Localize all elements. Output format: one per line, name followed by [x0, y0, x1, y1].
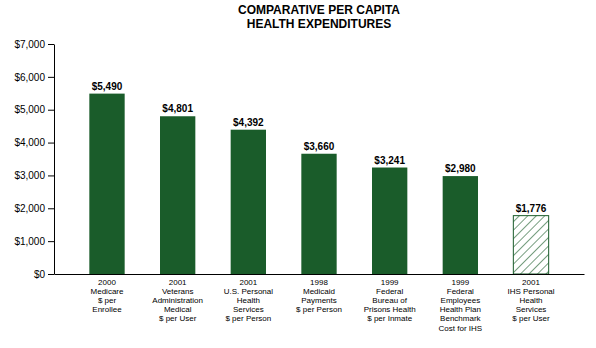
x-tick-label: 2000Medicare$ perEnrollee — [91, 278, 124, 315]
x-axis: 2000Medicare$ perEnrollee2001VeteransAdm… — [55, 274, 585, 333]
x-tick-label-line: Medicare — [91, 287, 124, 296]
x-tick-label-line: Medical — [164, 305, 192, 314]
bar — [231, 130, 266, 274]
y-tick: $3,000 — [14, 170, 54, 181]
bar — [443, 176, 478, 274]
x-tick-label-line: Cost for IHS — [439, 324, 483, 333]
x-tick: 2001VeteransAdministrationMedical$ per U… — [152, 274, 203, 323]
y-tick-mark — [48, 110, 54, 111]
y-tick: $7,000 — [14, 39, 54, 50]
x-tick-label-line: IHS Personal — [507, 287, 554, 296]
title: COMPARATIVE PER CAPITAHEALTH EXPENDITURE… — [238, 3, 400, 31]
y-tick-mark — [48, 143, 54, 144]
x-tick-label-line: 2001 — [169, 278, 187, 287]
y-tick-label: $6,000 — [14, 72, 45, 83]
x-tick: 2001U.S. PersonalHealthServices$ per Per… — [224, 274, 274, 323]
x-tick-label-line: Payments — [301, 296, 337, 305]
x-tick-label-line: Benchmark — [440, 314, 481, 323]
bar — [89, 94, 124, 274]
x-tick-label-line: 1999 — [381, 278, 399, 287]
y-tick: $1,000 — [14, 236, 54, 247]
y-tick-mark — [48, 241, 54, 242]
y-tick-label: $3,000 — [14, 170, 45, 181]
y-tick-label: $2,000 — [14, 203, 45, 214]
x-tick-label-line: Veterans — [162, 287, 194, 296]
y-tick-label: $4,000 — [14, 137, 45, 148]
x-tick-label: 2001VeteransAdministrationMedical$ per U… — [152, 278, 203, 324]
data-label: $5,490 — [92, 81, 123, 92]
data-label: $4,392 — [233, 117, 264, 128]
y-tick: $6,000 — [14, 72, 54, 83]
x-tick-label-line: Administration — [152, 296, 203, 305]
chart: $0 $1,000 $2,000 $3,000 $4,000 $5,000 $6,000 $7… — [0, 0, 596, 348]
x-tick-label-line: Enrollee — [92, 305, 122, 314]
x-tick: 1999FederalBureau ofPrisons Health$ per … — [364, 274, 416, 323]
x-tick-label-line: U.S. Personal — [224, 287, 274, 296]
x-tick-label-line: Health Plan — [440, 305, 481, 314]
y-tick-mark — [48, 208, 54, 209]
y-tick-label: $1,000 — [14, 236, 45, 247]
data-label: $4,801 — [162, 103, 193, 114]
x-axis-line — [55, 274, 585, 275]
bar — [372, 168, 407, 274]
bar — [301, 154, 336, 274]
x-tick-label-line: Services — [516, 305, 547, 314]
y-tick-mark — [48, 175, 54, 176]
x-tick: 2000Medicare$ perEnrollee — [91, 274, 124, 314]
bars — [89, 94, 548, 274]
y-tick-mark — [48, 274, 54, 275]
x-tick-label-line: Prisons Health — [364, 305, 416, 314]
y-tick: $5,000 — [14, 104, 54, 115]
x-tick-label-line: Services — [233, 305, 264, 314]
x-tick-label: 1999FederalEmployeesHealth PlanBenchmark… — [439, 278, 483, 333]
x-tick-label-line: Federal — [376, 287, 403, 296]
data-label: $1,776 — [516, 203, 547, 214]
x-tick-label-line: $ per User — [159, 314, 197, 323]
y-tick-mark — [48, 44, 54, 45]
data-label: $3,241 — [374, 155, 405, 166]
x-tick-label-line: 1999 — [451, 278, 469, 287]
y-axis-line — [54, 45, 55, 275]
title-line: COMPARATIVE PER CAPITA — [238, 3, 400, 17]
x-tick-label-line: 2001 — [522, 278, 540, 287]
y-axis: $0 $1,000 $2,000 $3,000 $4,000 $5,000 $6,000 $7… — [14, 39, 54, 280]
x-tick: 2001IHS PersonalHealthServices$ per User — [507, 274, 554, 323]
x-tick-label-line: $ per — [98, 296, 117, 305]
x-tick-label-line: Health — [519, 296, 542, 305]
x-tick-label-line: 2001 — [239, 278, 257, 287]
x-tick-label: 2001U.S. PersonalHealthServices$ per Per… — [224, 278, 274, 324]
x-tick-label: 1998MedicaidPayments$ per Person — [296, 278, 342, 315]
x-tick-label-line: Employees — [441, 296, 481, 305]
x-tick-label: 1999FederalBureau ofPrisons Health$ per … — [364, 278, 416, 324]
x-tick: 1998MedicaidPayments$ per Person — [296, 274, 342, 314]
title-line: HEALTH EXPENDITURES — [247, 17, 391, 31]
data-label: $2,980 — [445, 163, 476, 174]
y-tick: $0 — [34, 269, 54, 280]
x-tick-label-line: 2000 — [98, 278, 116, 287]
bar — [160, 116, 195, 274]
x-tick-label-line: $ per Inmate — [367, 314, 412, 323]
x-tick-label-line: $ per Person — [296, 305, 342, 314]
x-tick-label: 2001IHS PersonalHealthServices$ per User — [507, 278, 554, 324]
y-tick-label: $5,000 — [14, 104, 45, 115]
y-tick-label: $0 — [34, 269, 46, 280]
bar — [513, 216, 548, 274]
y-tick-label: $7,000 — [14, 39, 45, 50]
y-tick-mark — [48, 77, 54, 78]
x-tick-label-line: 1998 — [310, 278, 328, 287]
plot-area: $0 $1,000 $2,000 $3,000 $4,000 $5,000 $6,000 $7… — [14, 39, 584, 333]
x-tick-label-line: Health — [237, 296, 260, 305]
x-tick-label-line: $ per Person — [225, 314, 271, 323]
y-tick: $2,000 — [14, 203, 54, 214]
x-tick-label-line: $ per User — [512, 314, 550, 323]
x-tick-label-line: Bureau of — [372, 296, 407, 305]
x-tick-label-line: Medicaid — [303, 287, 335, 296]
data-labels: $5,490 $4,801 $4,392 $3,660 $3,241 $2,980 $1,7… — [92, 81, 547, 214]
data-label: $3,660 — [304, 141, 335, 152]
x-tick: 1999FederalEmployeesHealth PlanBenchmark… — [439, 274, 483, 333]
x-tick-label-line: Federal — [447, 287, 474, 296]
y-tick: $4,000 — [14, 137, 54, 148]
